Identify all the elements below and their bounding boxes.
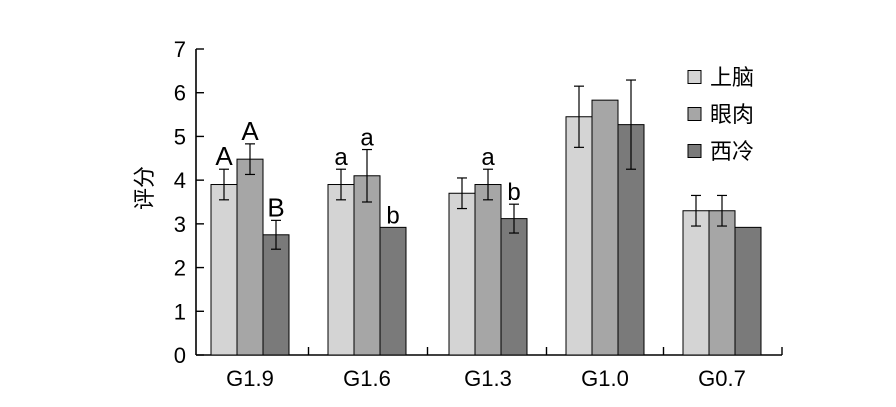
significance-label: b [386,202,399,229]
bar [734,226,762,356]
legend-entry: 眼肉 [710,103,754,128]
axes: 0 1 2 3 4 5 6 7 G1.9 G1.6 G1.3 G1.0 G0.7 [174,37,783,391]
significance-label: a [481,144,495,171]
legend-swatch [687,144,702,158]
bar [210,184,238,356]
legend-swatch [687,107,702,121]
bar [448,192,476,356]
bar [708,210,736,356]
x-tick-label: G1.6 [343,366,391,391]
bar [327,184,355,356]
bar [353,175,381,356]
bar [379,226,407,356]
bar [262,234,290,356]
y-tick-label: 3 [174,212,186,237]
error-bars [219,79,727,250]
x-tick-label: G1.9 [226,366,274,391]
bar [500,218,528,356]
y-tick-label: 0 [174,343,186,368]
x-tick-label: G1.0 [581,366,629,391]
bar [591,99,619,356]
significance-label: a [360,125,374,152]
legend-entry: 上脑 [710,66,754,91]
bars [210,99,762,356]
y-tick-label: 1 [174,299,186,324]
y-tick-label: 6 [174,81,186,106]
significance-label: A [215,141,233,171]
bar [682,210,710,356]
significance-label: A [241,116,259,146]
bar [236,158,264,356]
y-tick-label: 7 [174,37,186,62]
y-tick-label: 4 [174,168,186,193]
legend-entry: 西冷 [710,140,754,165]
y-tick-label: 2 [174,256,186,281]
significance-label: a [334,144,348,171]
x-tick-label: G0.7 [698,366,746,391]
significance-label: b [507,179,520,206]
x-tick-label: G1.3 [464,366,512,391]
y-tick-label: 5 [174,124,186,149]
significance-label: B [267,192,284,222]
y-axis-label: 评分 [133,166,158,210]
bar [565,116,593,356]
bar [474,184,502,356]
legend-swatch [687,70,702,84]
